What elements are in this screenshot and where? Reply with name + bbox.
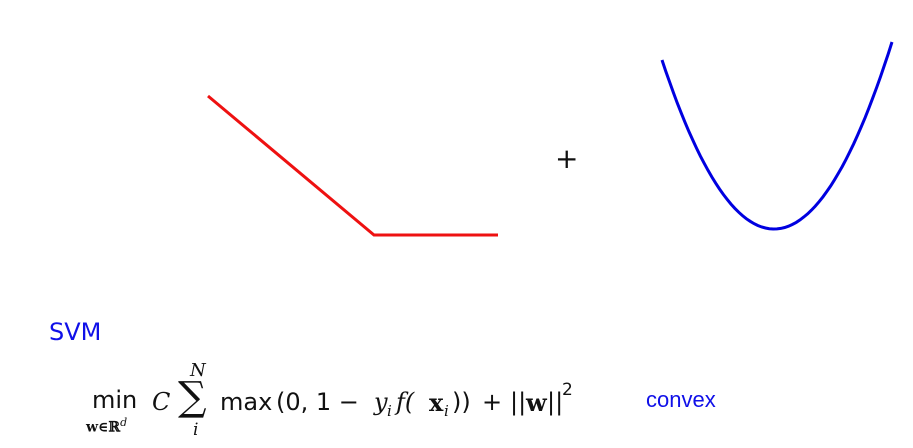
norm-close: ||: [547, 388, 564, 416]
sum-lower-limit: i: [193, 420, 199, 440]
f-function: f(: [396, 388, 415, 416]
x-vector: x: [429, 388, 444, 417]
hinge-loss-curve: [207, 94, 498, 237]
x-subscript: i: [444, 402, 449, 420]
w-vector: w: [526, 388, 547, 417]
convex-label: convex: [646, 387, 716, 412]
plus-sign: +: [555, 142, 579, 175]
min-subscript-power: d: [120, 416, 128, 429]
constant-c: C: [152, 388, 171, 416]
quadratic-regularizer-curve: [660, 41, 894, 231]
y-subscript: i: [387, 402, 392, 420]
norm-power: 2: [562, 380, 573, 400]
svm-label: SVM: [49, 318, 102, 346]
min-operator: min: [92, 386, 138, 414]
norm-open: ||: [510, 388, 527, 416]
sum-upper-limit: N: [190, 360, 206, 381]
closing-parens: )): [452, 388, 471, 416]
svm-objective-formula: min w∈ℝd C N ∑ i max (0, 1 − y i f( x i …: [86, 360, 606, 448]
min-subscript: w∈ℝd: [86, 416, 127, 436]
max-function: max: [220, 388, 273, 416]
min-subscript-text: w∈ℝ: [86, 419, 121, 436]
plus-operator: +: [482, 388, 503, 416]
y-variable: y: [374, 388, 388, 416]
max-arguments: (0, 1 −: [276, 388, 359, 416]
sum-symbol: ∑: [178, 374, 207, 420]
